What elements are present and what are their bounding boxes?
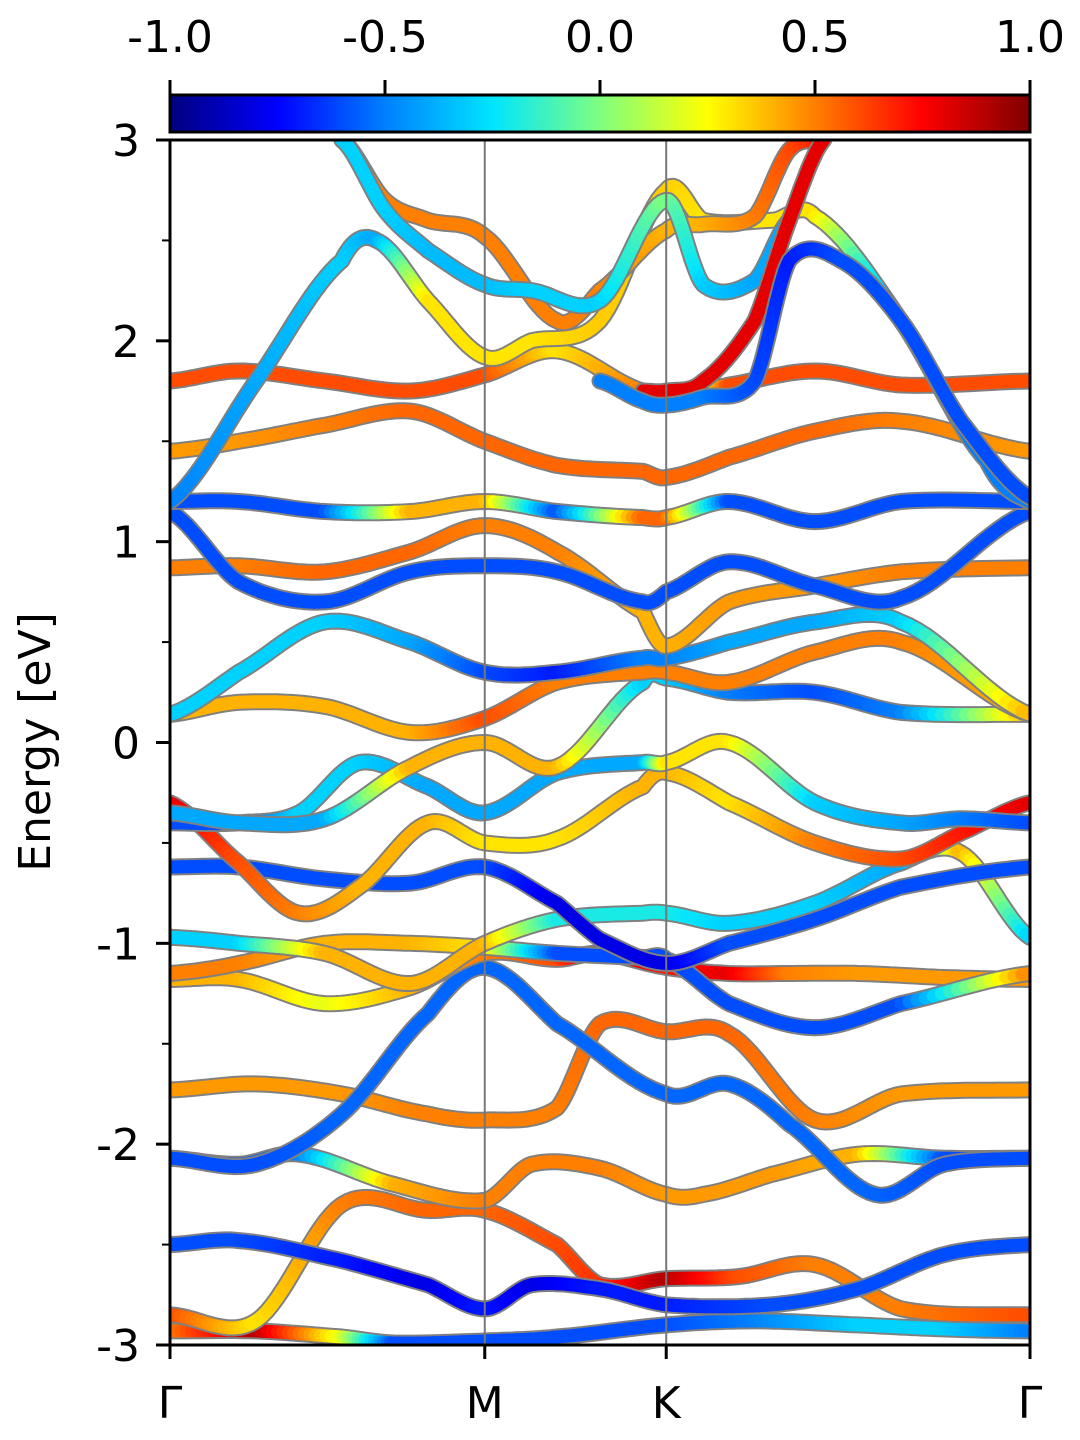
band-20 bbox=[170, 177, 1030, 510]
colorbar-tick-label: 0.5 bbox=[780, 12, 850, 63]
band-17 bbox=[170, 491, 1030, 531]
band-outline bbox=[170, 177, 1030, 510]
x-tick-label: Γ bbox=[158, 1378, 183, 1429]
y-tick-label: -1 bbox=[96, 919, 140, 970]
colorbar-tick-label: 1.0 bbox=[995, 12, 1065, 63]
colorbar: -1.0 -0.5 0.0 0.5 1.0 bbox=[127, 12, 1065, 134]
colorbar-ticks: -1.0 -0.5 0.0 0.5 1.0 bbox=[127, 12, 1065, 95]
band-16 bbox=[170, 503, 1030, 612]
y-tick-label: -2 bbox=[96, 1120, 140, 1171]
y-axis-ticks: 3 2 1 0 -1 -2 -3 bbox=[96, 116, 170, 1372]
band-24 bbox=[591, 240, 1030, 506]
y-tick-label: -3 bbox=[96, 1321, 140, 1372]
band-18 bbox=[170, 402, 1030, 487]
x-tick-label: M bbox=[466, 1378, 504, 1429]
band-2 bbox=[170, 1231, 1030, 1318]
bands bbox=[170, 140, 1030, 1345]
band-23 bbox=[634, 140, 833, 401]
x-tick-label: K bbox=[652, 1378, 682, 1429]
band-13 bbox=[170, 629, 1030, 742]
band-4 bbox=[170, 1010, 1030, 1131]
colorbar-gradient bbox=[168, 93, 1032, 134]
colorbar-tick-label: -0.5 bbox=[342, 12, 428, 63]
band-5 bbox=[170, 958, 1030, 1204]
colorbar-tick-label: 0.0 bbox=[565, 12, 635, 63]
band-10 bbox=[170, 763, 1030, 923]
band-22 bbox=[333, 140, 798, 315]
band-outline bbox=[170, 1010, 1030, 1131]
high-symmetry-lines bbox=[483, 140, 668, 1345]
y-tick-label: 2 bbox=[112, 317, 140, 368]
y-tick-label: 0 bbox=[112, 719, 140, 770]
x-tick-label: Γ bbox=[1018, 1378, 1043, 1429]
y-axis-label: Energy [eV] bbox=[10, 612, 61, 872]
y-tick-label: 3 bbox=[112, 116, 140, 167]
band-14 bbox=[170, 605, 1030, 723]
colorbar-tick-label: -1.0 bbox=[127, 12, 213, 63]
band-0 bbox=[170, 1312, 1030, 1345]
plot-area: 3 2 1 0 -1 -2 -3 Γ M K Γ bbox=[96, 116, 1043, 1429]
y-tick-label: 1 bbox=[112, 518, 140, 569]
